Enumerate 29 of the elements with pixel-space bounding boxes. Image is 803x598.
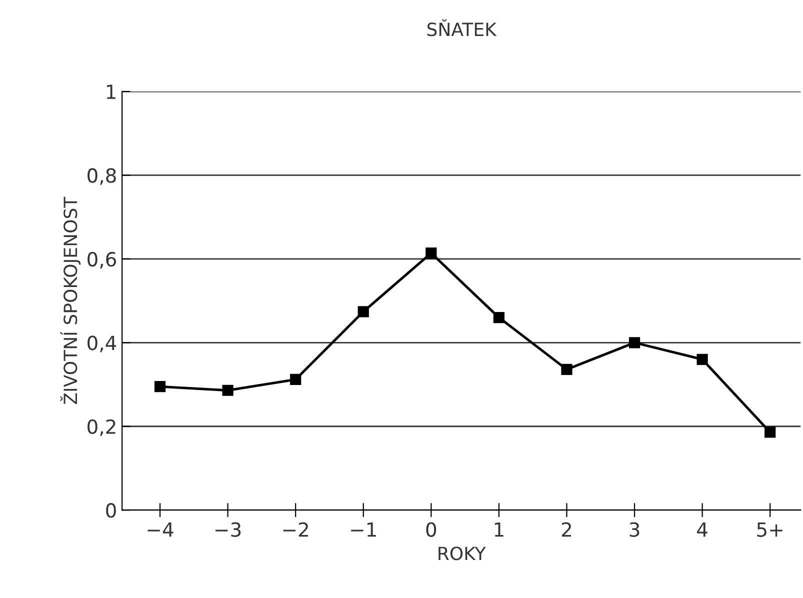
- x-tick-label: −4: [148, 522, 174, 537]
- x-tick-label: 5+: [757, 522, 782, 537]
- x-tick-label: −2: [283, 522, 308, 537]
- y-tick-label: 1: [106, 84, 116, 99]
- y-tick-label: 0,4: [88, 336, 116, 352]
- point: [764, 426, 776, 438]
- x-tick-label: 0: [426, 522, 436, 537]
- y-tick-label: 0: [106, 503, 116, 518]
- x-axis-title: ROKY: [438, 546, 486, 560]
- x-tick-label: −1: [351, 522, 376, 537]
- y-axis-title: ŽIVOTNÍ SPOKOJENOST: [60, 196, 81, 404]
- point: [561, 364, 572, 375]
- y-tick-label: 0,2: [88, 419, 116, 436]
- chart-title: SŇATEK: [427, 19, 497, 36]
- point: [493, 312, 504, 324]
- x-tick-label: 1: [494, 522, 504, 537]
- point: [154, 381, 166, 392]
- point: [358, 306, 369, 318]
- x-tick-label: −3: [216, 522, 241, 537]
- point: [696, 354, 708, 365]
- point: [426, 248, 437, 259]
- point: [290, 374, 302, 386]
- point: [628, 337, 640, 348]
- x-tick-label: 2: [562, 522, 571, 537]
- x-tick-label: 3: [630, 522, 640, 537]
- x-tick-label: 4: [697, 522, 708, 537]
- point: [222, 384, 234, 396]
- y-tick-label: 0,8: [88, 168, 116, 185]
- y-tick-label: 0,6: [88, 252, 116, 269]
